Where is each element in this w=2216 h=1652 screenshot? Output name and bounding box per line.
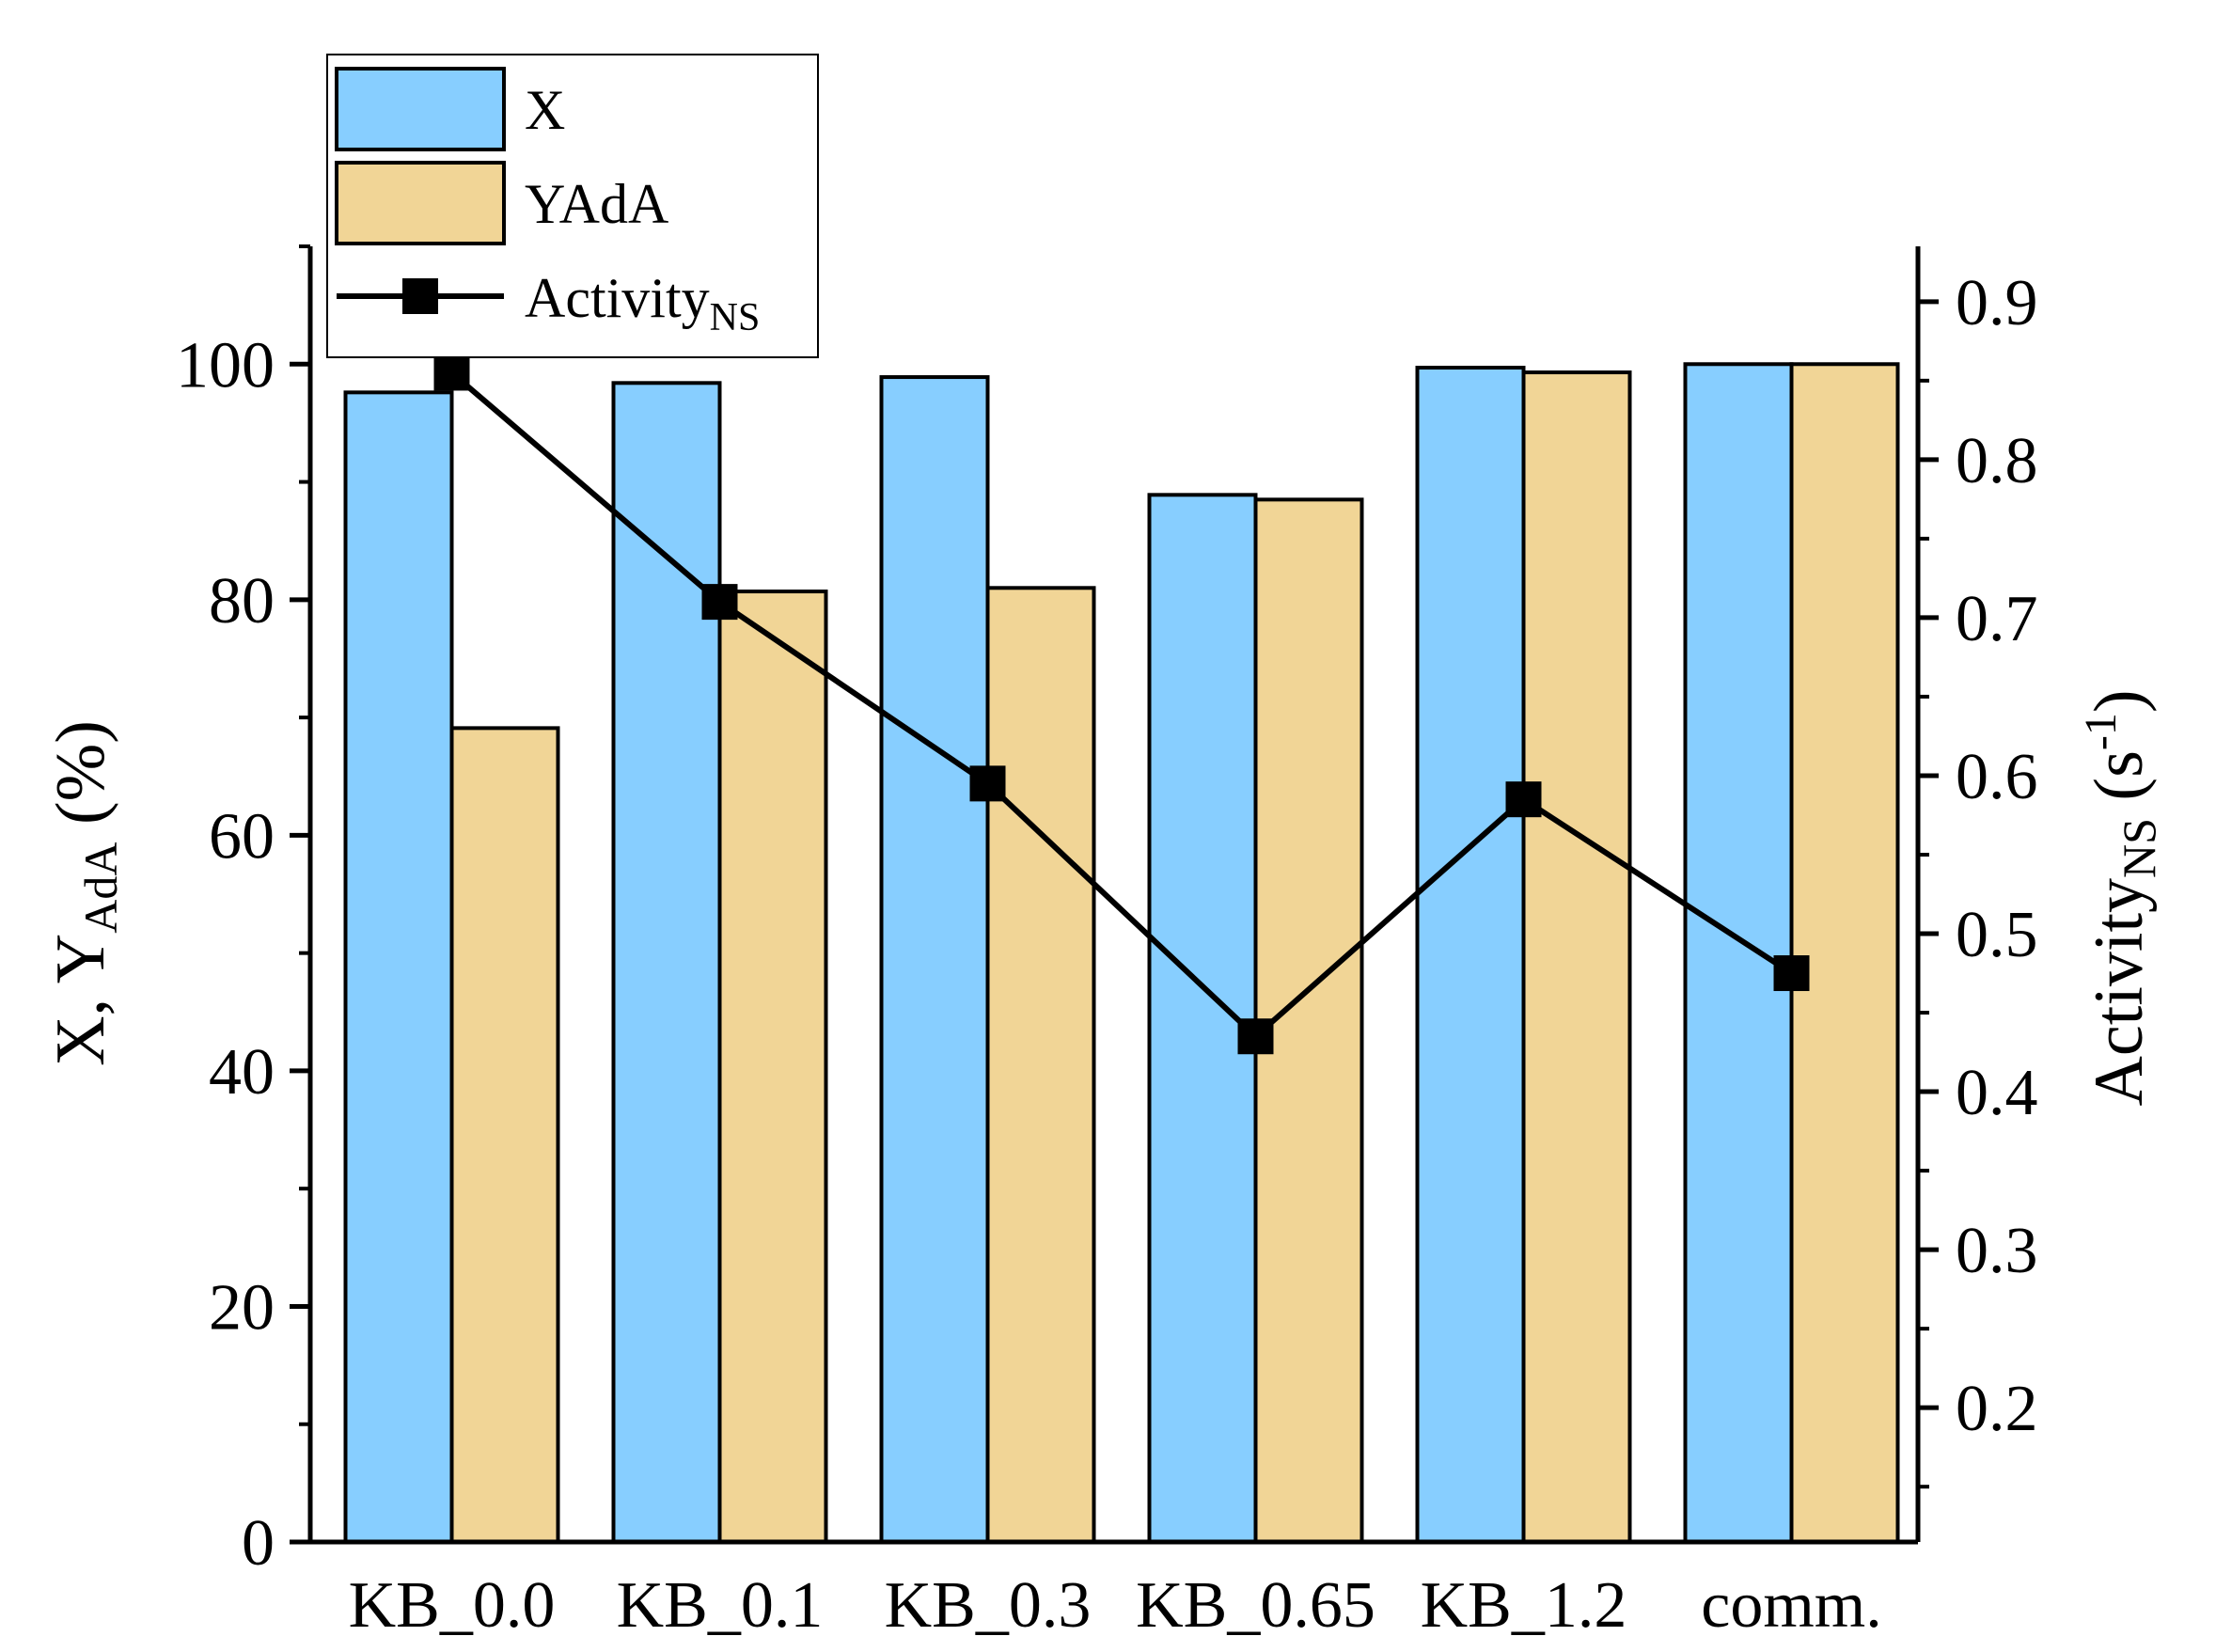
x-tick-label: KB_0.0 <box>349 1569 556 1642</box>
right-tick-label: 0.3 <box>1956 1215 2038 1287</box>
x-tick-label: KB_0.3 <box>885 1569 1092 1642</box>
right-tick-label: 0.8 <box>1956 425 2038 497</box>
left-tick-label: 20 <box>209 1271 275 1344</box>
legend-swatch-yada <box>335 161 506 245</box>
x-tick-label: KB_0.1 <box>617 1569 824 1642</box>
legend-label: ActivityNS <box>525 267 760 339</box>
right-tick-label: 0.4 <box>1956 1057 2038 1129</box>
activity-marker-1 <box>701 584 738 621</box>
right-axis-title-sup: -1 <box>2076 713 2126 750</box>
right-tick-label: 0.6 <box>1956 741 2038 813</box>
left-tick-label: 100 <box>176 329 275 401</box>
activity-marker-0 <box>433 354 470 391</box>
legend-swatch-x <box>335 67 506 151</box>
left-tick-label: 40 <box>209 1036 275 1109</box>
activity-line-layer <box>433 354 1810 1055</box>
bar-x-0 <box>343 390 454 1545</box>
x-tick-label: KB_1.2 <box>1421 1569 1627 1642</box>
activity-line <box>449 370 1794 1041</box>
right-axis-title-sub: NS <box>2113 818 2165 878</box>
axes-layer: KB_0.0 KB_0.1 KB_0.3 KB_0.65 KB_1.2 comm. 0 20 4… <box>176 244 2038 1642</box>
right-axis-title: ActivityNS (s-1) <box>2076 689 2165 1106</box>
right-axis-title-end: ) <box>2081 689 2158 713</box>
legend: X YAdA ActivityNS <box>326 54 819 358</box>
x-tick-label: KB_0.65 <box>1136 1569 1375 1642</box>
activity-marker-5 <box>1773 955 1810 992</box>
bar-yada-1 <box>717 590 828 1544</box>
activity-marker-4 <box>1505 781 1542 818</box>
activity-marker-3 <box>1237 1018 1274 1055</box>
right-axis-title-tail: (s <box>2081 750 2158 818</box>
bar-x-1 <box>611 381 722 1544</box>
x-tick-label: comm. <box>1701 1569 1881 1642</box>
left-tick-label: 0 <box>242 1507 275 1580</box>
bar-x-4 <box>1415 366 1526 1545</box>
legend-swatch-marker <box>402 278 438 314</box>
bar-yada-5 <box>1789 362 1900 1545</box>
right-tick-label: 0.2 <box>1956 1373 2038 1445</box>
legend-label: X <box>525 79 565 141</box>
right-tick-label: 0.7 <box>1956 583 2038 655</box>
bar-x-5 <box>1683 362 1794 1545</box>
bar-yada-4 <box>1521 370 1632 1544</box>
bar-yada-2 <box>985 586 1096 1544</box>
activity-marker-2 <box>969 765 1006 802</box>
legend-label: YAdA <box>525 173 668 235</box>
left-axis-title: X, YAdA (%) <box>42 720 127 1066</box>
bar-yada-0 <box>449 726 560 1544</box>
bar-x-2 <box>879 375 990 1544</box>
right-tick-label: 0.9 <box>1956 267 2038 339</box>
bars-layer <box>343 362 1900 1545</box>
left-axis-title-sub: AdA <box>74 842 127 934</box>
right-tick-label: 0.5 <box>1956 899 2038 971</box>
left-tick-label: 80 <box>209 565 275 637</box>
left-tick-label: 60 <box>209 800 275 873</box>
left-axis-title-tail: (%) <box>42 720 119 842</box>
